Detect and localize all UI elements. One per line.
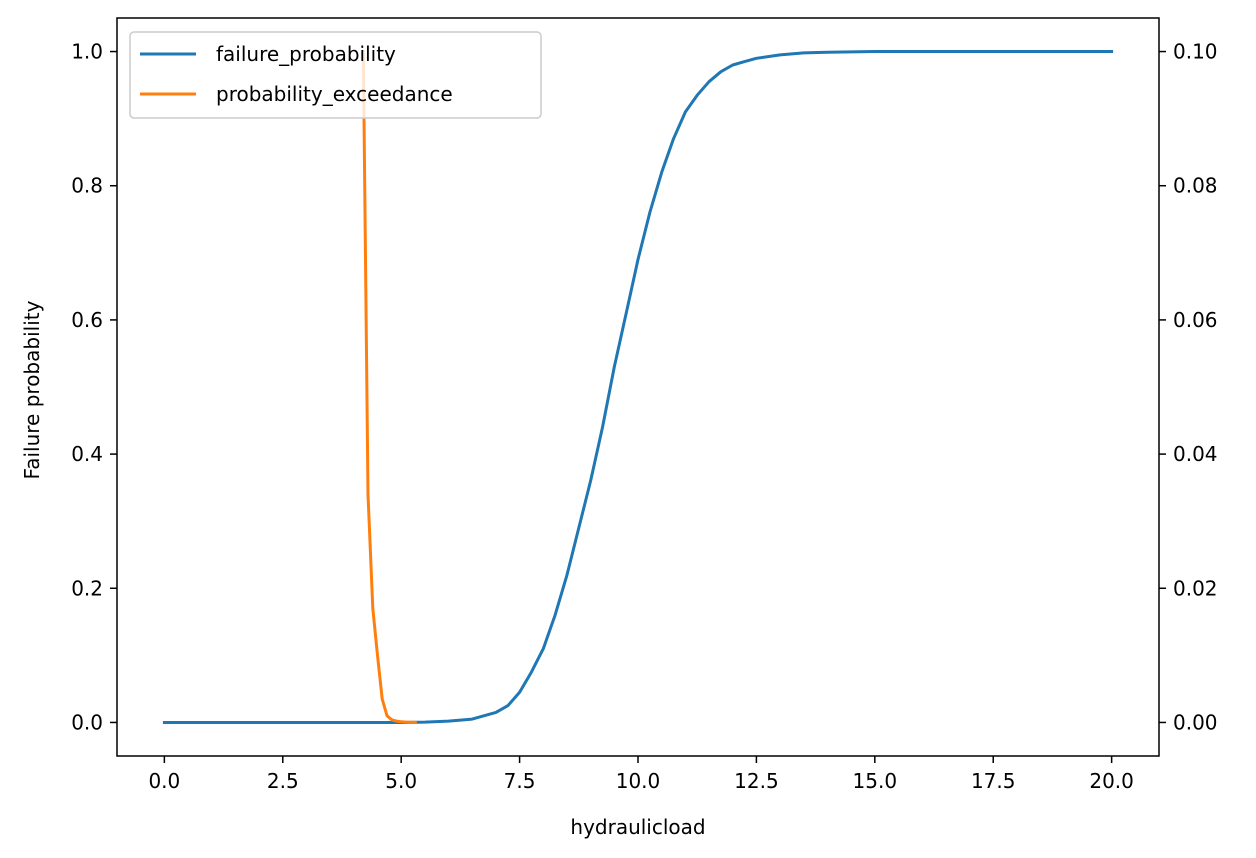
plot-lines <box>162 49 1114 724</box>
x-tick-label: 0.0 <box>148 769 180 793</box>
x-tick-label: 10.0 <box>616 769 661 793</box>
y2-tick-label: 0.02 <box>1173 576 1218 600</box>
x-tick-label: 2.5 <box>267 769 299 793</box>
y-tick-label: 0.2 <box>71 576 103 600</box>
x-axis: 0.0 2.5 5.0 7.5 10.0 12.5 15.0 17.5 20.0 <box>148 756 1134 793</box>
x-tick-label: 17.5 <box>971 769 1016 793</box>
y-axis-left: 0.0 0.2 0.4 0.6 0.8 1.0 <box>71 40 117 734</box>
legend: failure_probability probability_exceedan… <box>129 31 542 119</box>
legend-label-probability-exceedance: probability_exceedance <box>216 82 453 106</box>
y-axis-right: 0.00 0.02 0.04 0.06 0.08 0.10 <box>1159 40 1218 734</box>
y2-tick-label: 0.04 <box>1173 442 1218 466</box>
y2-tick-label: 0.06 <box>1173 308 1218 332</box>
x-tick-label: 15.0 <box>853 769 898 793</box>
y2-tick-label: 0.10 <box>1173 40 1218 64</box>
y2-tick-label: 0.08 <box>1173 174 1218 198</box>
y2-tick-label: 0.00 <box>1173 710 1218 734</box>
legend-box <box>129 31 542 119</box>
x-tick-label: 20.0 <box>1089 769 1134 793</box>
x-tick-label: 7.5 <box>504 769 536 793</box>
y-tick-label: 1.0 <box>71 40 103 64</box>
y-tick-label: 0.8 <box>71 174 103 198</box>
y-tick-label: 0.6 <box>71 308 103 332</box>
y-axis-title: Failure probability <box>20 300 44 479</box>
x-tick-label: 12.5 <box>734 769 779 793</box>
y-tick-label: 0.0 <box>71 710 103 734</box>
plot-frame <box>116 17 1160 757</box>
x-axis-title: hydraulicload <box>570 815 705 839</box>
y-tick-label: 0.4 <box>71 442 103 466</box>
legend-label-failure-probability: failure_probability <box>216 42 396 66</box>
series-line-probability-exceedance <box>361 49 417 724</box>
x-tick-label: 5.0 <box>385 769 417 793</box>
series-line-failure-probability <box>162 50 1114 724</box>
